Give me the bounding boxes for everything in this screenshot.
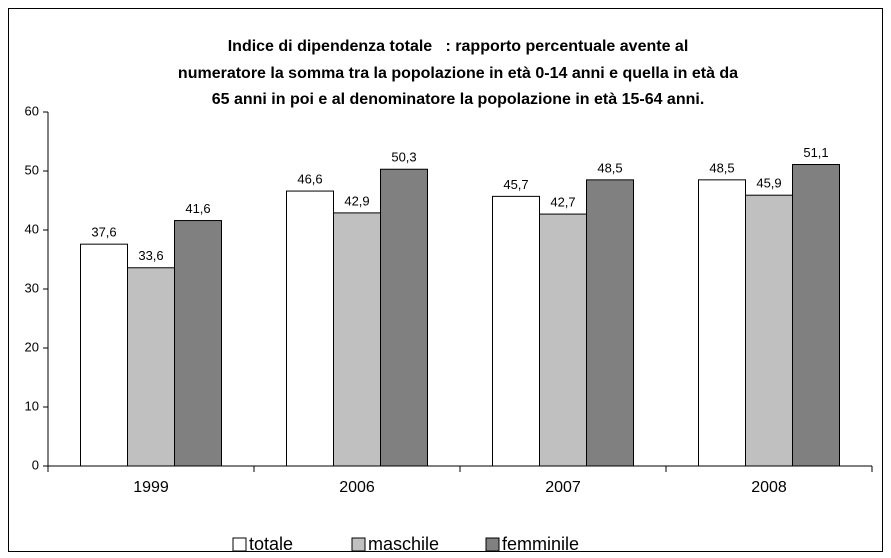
y-tick-label: 20	[25, 339, 39, 354]
x-tick-label: 2008	[751, 479, 787, 496]
legend-label: maschile	[368, 534, 439, 554]
y-tick-label: 40	[25, 221, 39, 236]
value-label: 50,3	[391, 150, 416, 165]
y-tick-label: 30	[25, 280, 39, 295]
y-tick-label: 50	[25, 162, 39, 177]
bar	[174, 220, 222, 467]
legend-swatch	[485, 537, 500, 552]
bar	[792, 164, 840, 467]
value-label: 37,6	[91, 225, 116, 240]
legend-swatch	[232, 537, 247, 552]
bar	[492, 195, 540, 467]
bar	[333, 212, 381, 467]
x-tick-label: 2007	[545, 479, 581, 496]
value-label: 46,6	[297, 171, 322, 186]
bar	[698, 179, 746, 467]
bar	[745, 194, 793, 467]
bar	[380, 168, 428, 467]
bar	[127, 267, 175, 467]
legend-label: totale	[249, 534, 293, 554]
bar	[539, 213, 587, 467]
value-label: 42,9	[344, 193, 369, 208]
value-label: 48,5	[597, 160, 622, 175]
value-label: 51,1	[803, 145, 828, 160]
bar	[286, 190, 334, 467]
value-label: 45,9	[756, 176, 781, 191]
bar	[586, 179, 634, 467]
legend-label: femminile	[502, 534, 579, 554]
value-label: 48,5	[709, 160, 734, 175]
value-label: 45,7	[503, 177, 528, 192]
value-label: 41,6	[185, 201, 210, 216]
bar	[80, 243, 128, 467]
y-tick-label: 10	[25, 398, 39, 413]
x-tick-label: 1999	[133, 479, 169, 496]
chart-title: Indice di dipendenza totale : rapporto p…	[228, 38, 689, 55]
legend-swatch	[351, 537, 366, 552]
y-tick-label: 0	[32, 457, 39, 472]
y-tick-label: 60	[25, 103, 39, 118]
x-tick-label: 2006	[339, 479, 375, 496]
value-label: 42,7	[550, 195, 575, 210]
chart-title: numeratore la somma tra la popolazione i…	[178, 65, 738, 82]
chart-title: 65 anni in poi e al denominatore la popo…	[212, 91, 705, 108]
value-label: 33,6	[138, 248, 163, 263]
